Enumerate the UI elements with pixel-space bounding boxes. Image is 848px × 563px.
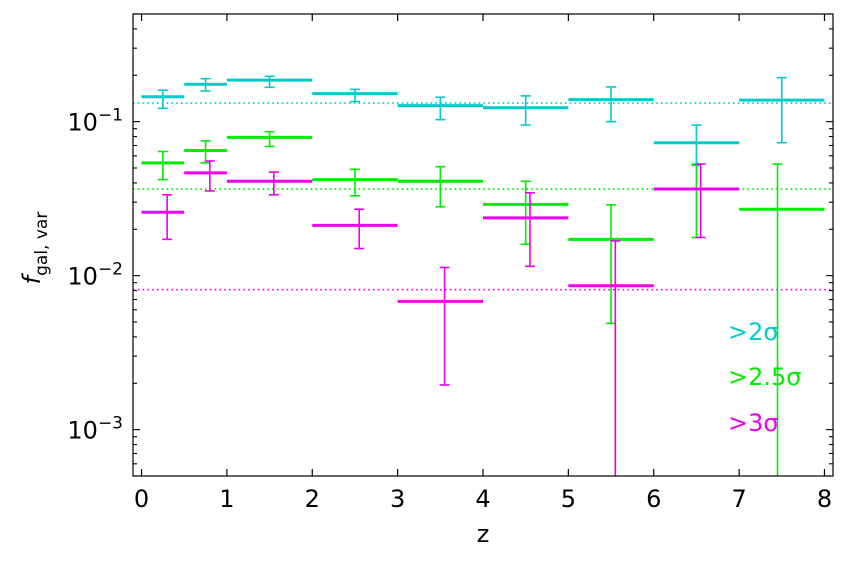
y-tick-label: 10−2: [67, 260, 123, 291]
x-tick-label: 4: [475, 485, 490, 513]
data-marks: [141, 75, 825, 476]
bin-marker: [397, 165, 483, 208]
bin-marker: [397, 96, 483, 121]
bin-marker: [568, 204, 654, 325]
plot-background: [133, 14, 833, 476]
x-tick-label: 8: [817, 485, 832, 513]
bin-marker: [653, 163, 740, 239]
x-tick-label: 1: [219, 485, 234, 513]
bin-marker: [483, 95, 569, 126]
x-tick-label: 6: [646, 485, 661, 513]
x-tick-label: 0: [134, 485, 149, 513]
x-tick-label: 5: [561, 485, 576, 513]
bin-marker: [312, 168, 398, 197]
bin-marker: [312, 208, 398, 250]
legend-label-2-5sigma: >2.5σ: [728, 363, 802, 391]
bin-marker: [568, 240, 654, 476]
legend-label-3sigma: >3σ: [728, 409, 779, 437]
bin-marker: [226, 130, 313, 148]
x-tick-label: 7: [731, 485, 746, 513]
bin-marker: [312, 88, 398, 103]
legend-label-2sigma: >2σ: [728, 318, 779, 346]
bin-marker: [141, 89, 185, 110]
x-tick-label: 2: [305, 485, 320, 513]
x-tick-label: 3: [390, 485, 405, 513]
y-tick-label: 10−1: [67, 106, 123, 137]
legend: >2σ >2.5σ >3σ: [728, 318, 802, 437]
bin-marker: [483, 192, 569, 268]
y-tick-label: 10−3: [67, 414, 123, 445]
bin-marker: [141, 193, 185, 241]
bin-marker: [184, 160, 227, 192]
bin-marker: [397, 266, 483, 386]
x-axis-ticks: 0 1 2 3 4 5 6 7 8: [134, 14, 832, 513]
y-axis-label: fgal, var: [18, 212, 52, 285]
bin-marker: [568, 86, 654, 123]
x-axis-label: z: [477, 520, 490, 548]
y-axis-ticks: 10−3 10−2 10−1: [67, 13, 833, 477]
bin-marker: [184, 77, 227, 92]
y-axis-label-sub: gal, var: [32, 212, 52, 276]
bin-marker: [739, 76, 825, 144]
bin-marker: [184, 140, 227, 164]
bin-marker: [483, 180, 569, 246]
bin-marker: [739, 163, 825, 476]
bin-marker: [226, 171, 313, 196]
bin-marker: [226, 75, 313, 89]
bin-marker: [141, 150, 185, 181]
